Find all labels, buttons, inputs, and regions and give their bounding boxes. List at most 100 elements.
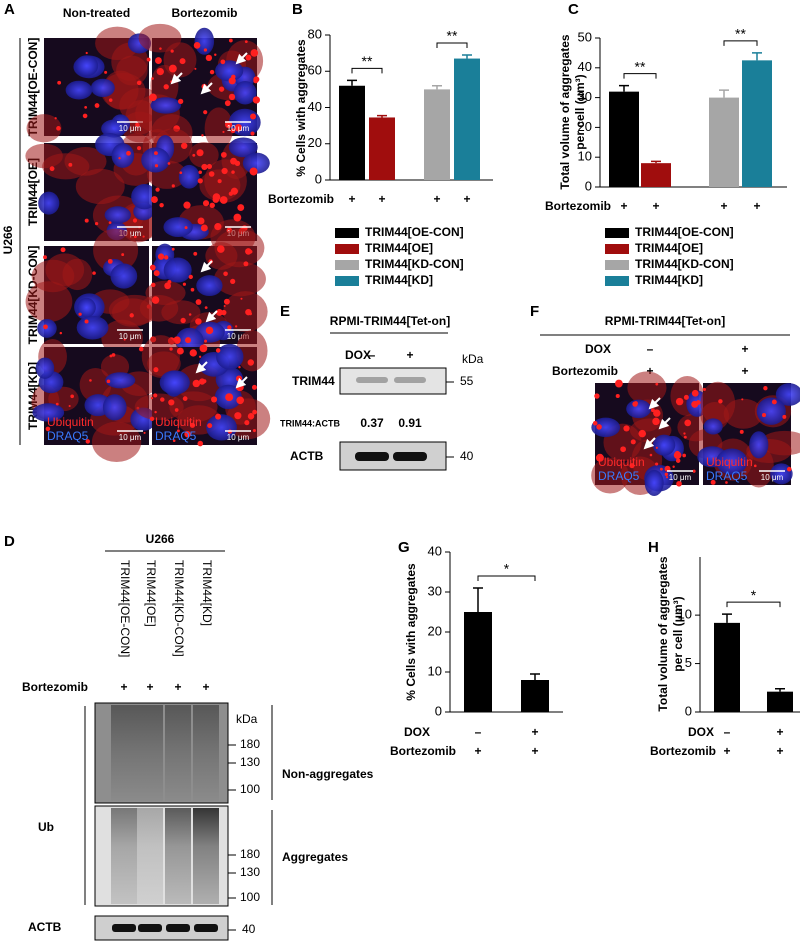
treatment-label: Bortezomib [22,680,88,694]
blot-title: RPMI-TRIM44[Tet-on] [330,314,450,328]
ubiquitin-dot [233,213,242,222]
ubiquitin-dot [164,282,172,290]
significance-bracket [477,575,536,581]
bar [369,117,395,180]
nucleus [159,370,190,395]
nucleus [206,414,237,441]
ubiquitin-dot [84,319,89,324]
ubiquitin-dot [194,67,197,70]
marker-label: 180 [240,847,260,861]
bar [454,58,480,180]
ubiquitin-dot [638,429,647,438]
unit-label: kDa [236,712,258,726]
treatment-value: + [120,680,127,694]
y-tick-label: 40 [578,59,592,74]
nucleus [233,81,257,105]
scale-bar-label: 10 μm [227,332,250,341]
ubiquitin-dot [234,412,242,420]
ubiquitin-dot [753,464,757,468]
lane-label: TRIM44[OE-CON] [118,560,132,657]
nucleus [216,343,244,370]
lane-smear [193,808,219,904]
error-bar [651,160,661,164]
ubiquitin-dot [157,253,165,260]
ubiquitin-dot [615,379,623,388]
ubiquitin-dot [228,77,236,85]
ubiquitin-dot [664,465,671,472]
ubiquitin-dot [676,480,682,487]
lane-smear [193,705,219,801]
ubiquitin-dot [204,339,208,343]
ubiquitin-dot [188,274,193,280]
arrow [235,376,248,389]
cell-line-label: U266 [146,532,175,546]
panel-letter: A [4,1,15,18]
ubiquitin-dot [673,451,682,460]
ubiquitin-dot [156,67,164,76]
condition-value: + [620,199,627,213]
ubiquitin-dot [78,312,82,316]
ubiquitin-dot [151,196,158,204]
condition-label: Bortezomib [268,192,334,206]
treatment-label: DOX [345,348,371,362]
ubiquitin-dot [235,375,243,382]
cytoplasm [591,457,629,494]
ubiquitin-dot [151,296,160,304]
ubiquitin-dot [211,396,218,403]
stain-label: Ubiquitin [598,455,645,469]
y-axis-label: per cell (μm³) [671,596,685,671]
ubiquitin-dot [220,59,226,65]
legend-swatch [335,244,359,254]
ubiquitin-dot [189,422,196,428]
ubiquitin-dot [230,278,236,284]
ubiquitin-dot [725,481,728,484]
cytoplasm [214,228,265,268]
ubiquitin-dot [741,398,744,401]
error-bar [462,54,472,59]
y-tick-label: 40 [428,543,442,558]
scale-bar-label: 10 μm [119,433,142,442]
ubiquitin-dot [169,347,173,351]
nucleus [38,191,60,215]
y-tick-label: 30 [428,583,442,598]
condition-value: + [741,364,748,378]
row-label: TRIM44[OE] [26,158,40,226]
nucleus [591,417,621,438]
condition-label: Bortezomib [650,744,716,758]
ubiquitin-dot [215,348,221,353]
nucleus [77,297,96,318]
cytoplasm [93,228,139,273]
ubiquitin-dot [192,379,201,388]
ubiquitin-dot [154,151,158,156]
panel-letter: F [530,303,539,320]
treatment-value: + [406,348,413,362]
ubiquitin-dot [695,400,701,405]
nucleus [626,399,652,419]
ubiquitin-dot [655,382,659,386]
y-tick-label: 0 [435,703,442,718]
blot-region-label: Aggregates [282,850,348,864]
marker-label: 100 [240,890,260,904]
nucleus [101,119,127,138]
ratio-value: 0.37 [360,416,384,430]
cytoplasm [141,335,180,378]
ubiquitin-dot [133,235,137,239]
panel-letter: H [648,539,659,556]
ubiquitin-dot [111,353,116,357]
ubiquitin-dot [633,401,638,406]
ubiquitin-dot [146,57,151,62]
ubiquitin-dot [595,453,604,462]
treatment-value: + [146,680,153,694]
scale-bar-label: 10 μm [119,229,142,238]
condition-value: + [433,192,440,206]
ubiquitin-dot [176,429,180,433]
ubiquitin-dot [153,367,159,373]
nucleus [228,137,258,158]
ubiquitin-dot [129,313,134,318]
ubiquitin-dot [253,78,259,84]
ubiquitin-dot [205,54,213,62]
ubiquitin-dot [786,466,792,472]
nucleus [178,164,200,189]
